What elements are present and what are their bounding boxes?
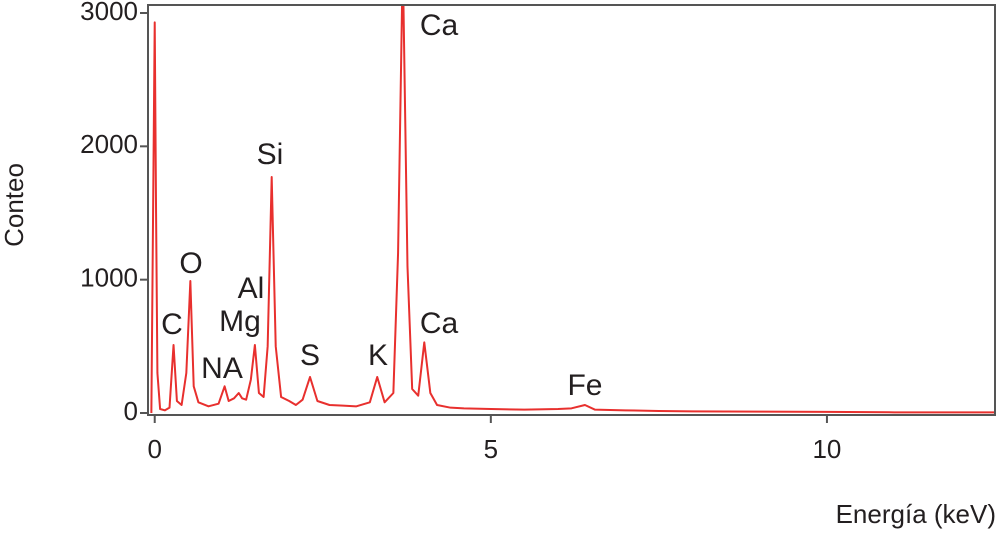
plot-frame (147, 4, 996, 416)
peak-label: S (300, 339, 320, 372)
peak-label: O (179, 247, 202, 280)
y-tick-label: 3000 (80, 0, 138, 26)
peak-label: Ca (420, 9, 459, 42)
x-axis-title: Energía (keV) (836, 499, 996, 529)
peak-label: NA (201, 352, 243, 385)
y-axis-title: Conteo (0, 163, 29, 247)
y-tick-label: 1000 (80, 263, 138, 293)
peak-label: Ca (420, 307, 459, 340)
y-tick-label: 0 (124, 396, 138, 426)
peak-label: Al (238, 272, 265, 305)
peak-label: C (161, 308, 183, 341)
x-tick-label: 10 (812, 434, 841, 464)
x-tick-label: 5 (484, 434, 498, 464)
x-tick-label: 0 (147, 434, 161, 464)
peak-label: Fe (567, 369, 602, 402)
peak-label: K (368, 339, 388, 372)
peak-label: Si (257, 138, 284, 171)
spectrum-line (150, 5, 995, 414)
y-tick-label: 2000 (80, 129, 138, 159)
peak-label: Mg (219, 305, 261, 338)
